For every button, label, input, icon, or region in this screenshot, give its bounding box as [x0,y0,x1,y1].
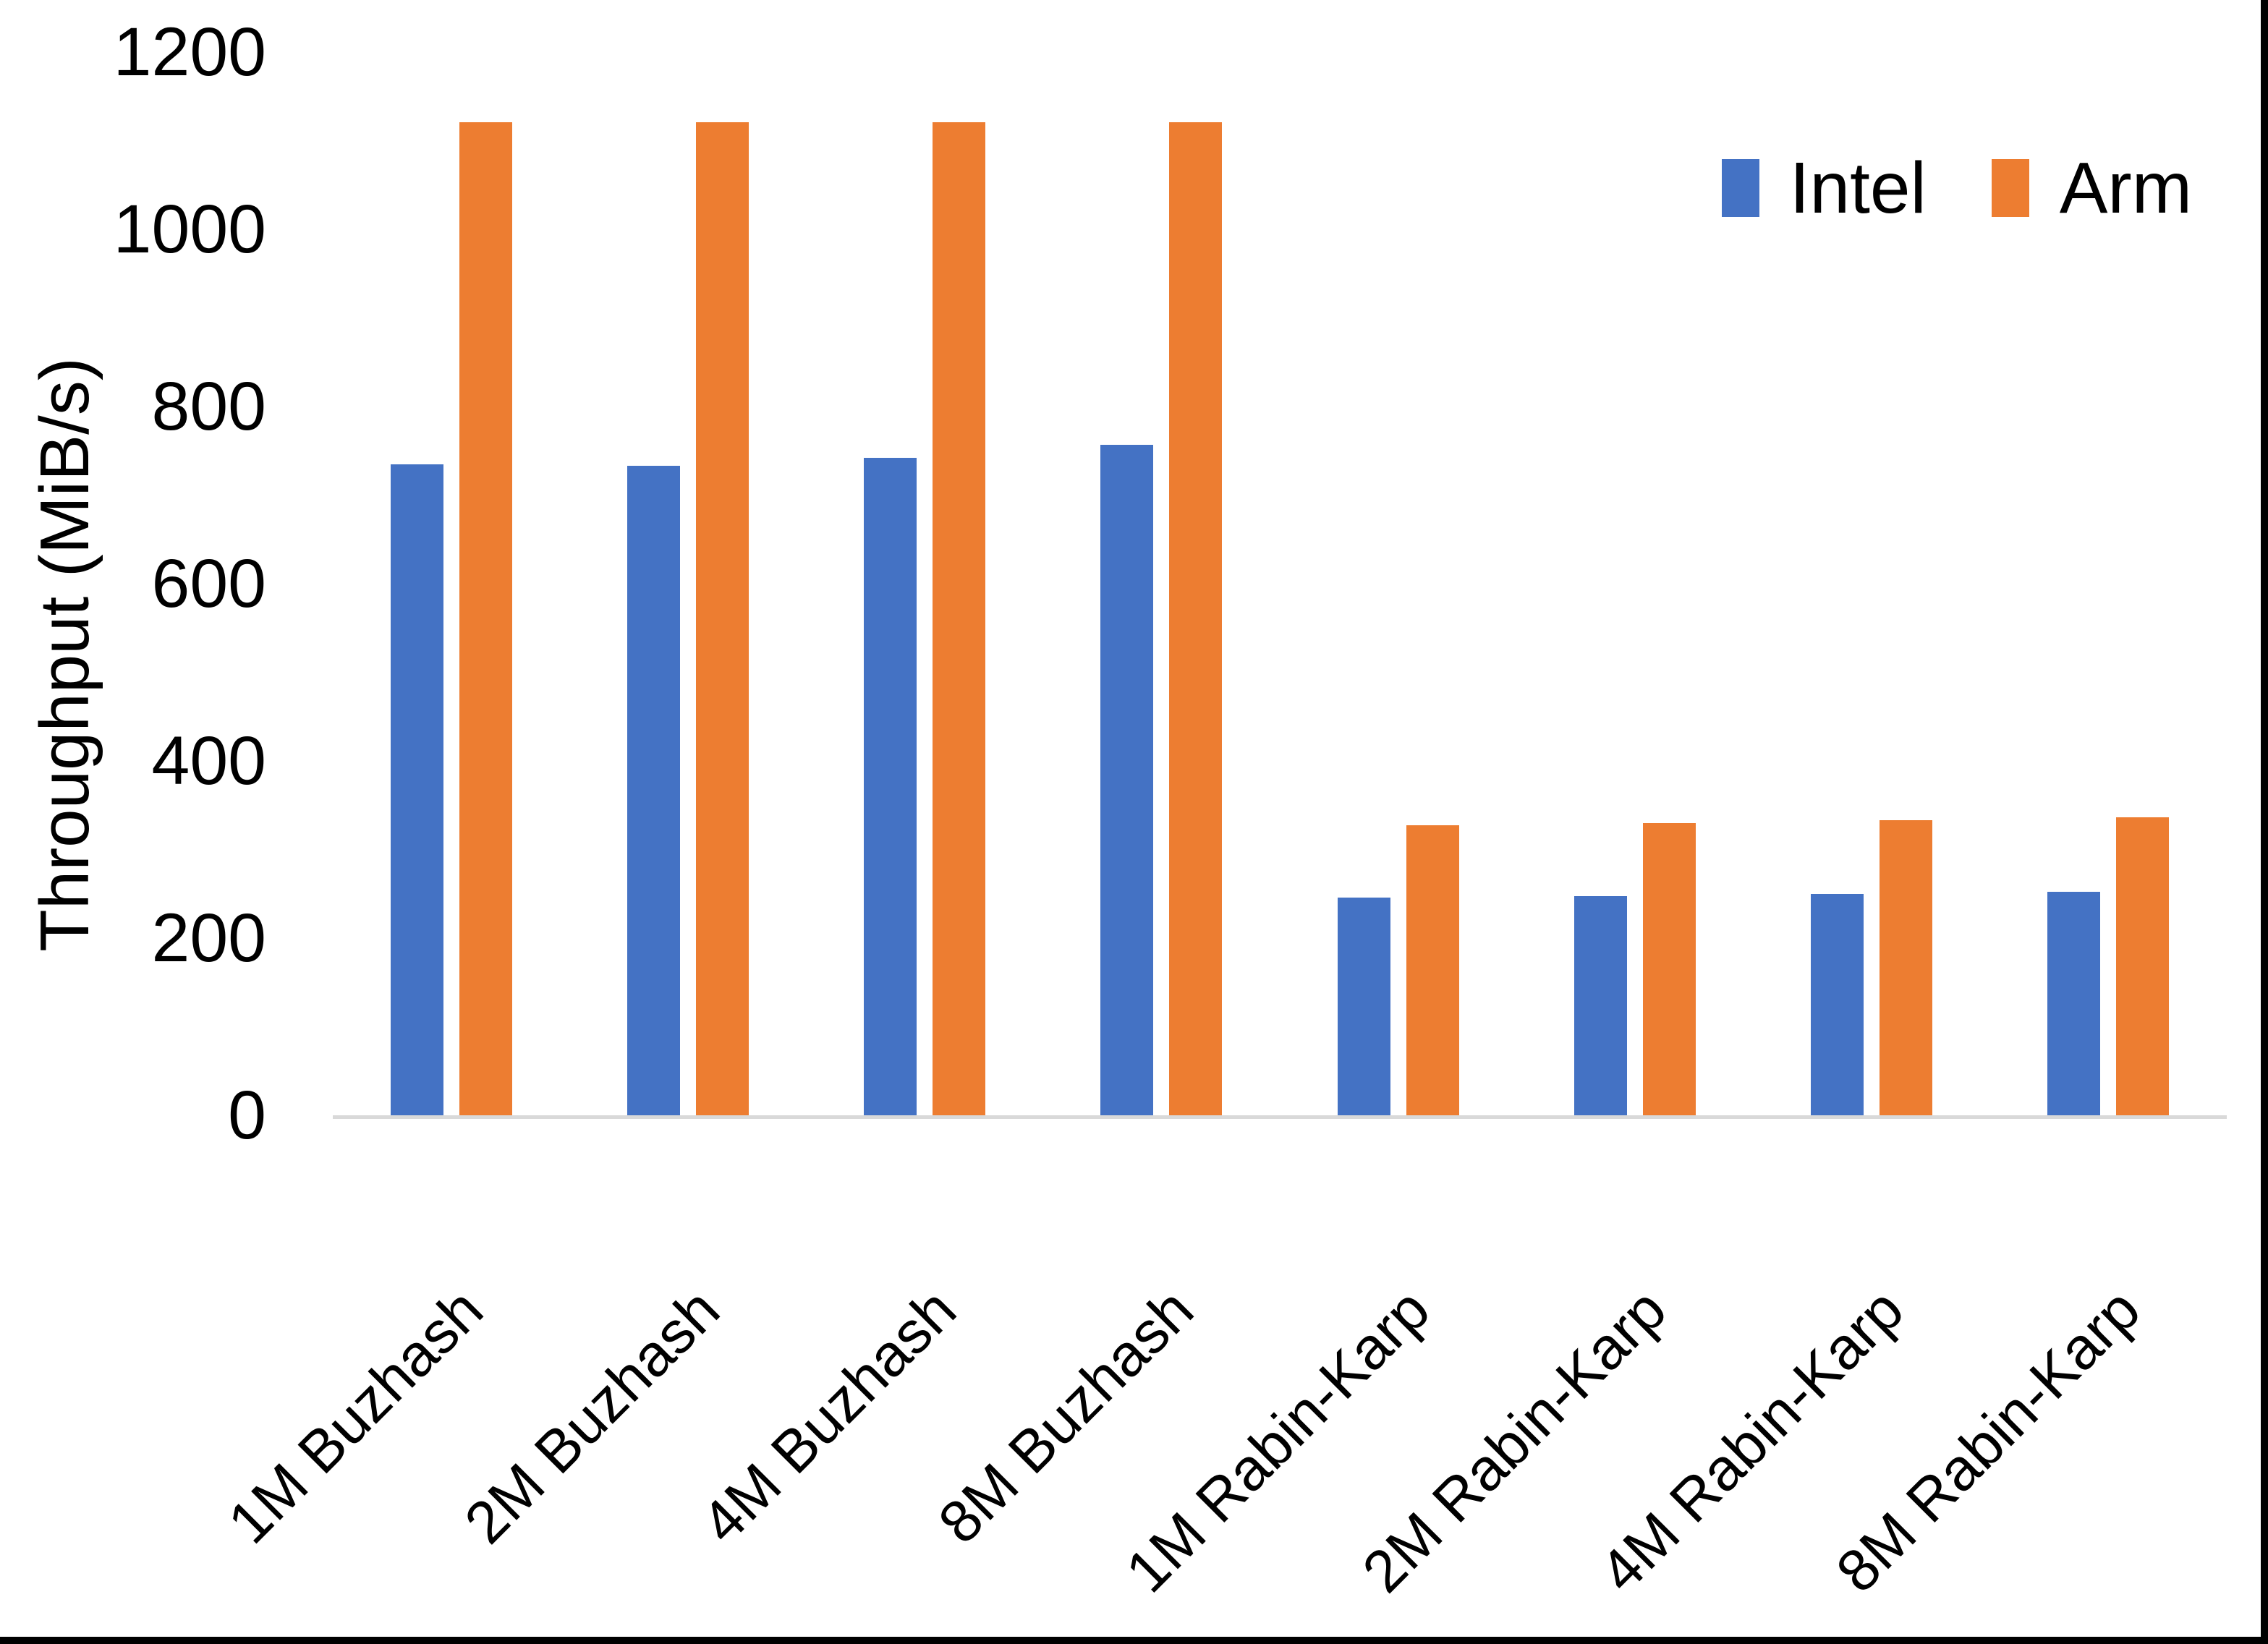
bar-intel-2 [627,466,680,1115]
legend-item-arm: Arm [1991,148,2192,229]
y-tick-label: 0 [228,1077,266,1154]
legend-item-intel: Intel [1721,148,1927,229]
bar-arm-1 [459,122,512,1115]
bar-arm-3 [933,122,985,1115]
arm-series-swatch-icon [1991,159,2029,217]
bar-intel-5 [1338,898,1390,1115]
bar-arm-7 [1880,820,1932,1115]
slide-border-bottom [0,1637,2268,1644]
bar-arm-8 [2116,817,2169,1115]
legend-label-intel: Intel [1789,148,1927,229]
bar-intel-8 [2047,892,2100,1115]
slide-border-right [2261,0,2268,1644]
y-tick-label: 600 [151,545,266,622]
bar-intel-1 [391,464,443,1115]
x-tick-label: 4M Buzhash [689,1276,969,1556]
bar-intel-4 [1100,445,1153,1115]
y-tick-label: 800 [151,368,266,445]
y-tick-label: 1000 [113,191,266,268]
x-tick-label: 2M Buzhash [452,1276,733,1556]
y-tick-label: 400 [151,723,266,799]
intel-series-swatch-icon [1721,159,1759,217]
bar-arm-6 [1643,823,1696,1115]
bar-arm-5 [1406,825,1459,1115]
bar-intel-6 [1574,896,1627,1115]
y-tick-label: 1200 [113,14,266,90]
y-tick-label: 200 [151,900,266,976]
x-tick-label: 1M Buzhash [216,1276,496,1556]
bar-intel-7 [1811,894,1864,1115]
bar-arm-4 [1169,122,1222,1115]
x-axis-line [333,1115,2227,1119]
legend: Intel Arm [1721,148,2192,229]
bar-arm-2 [696,122,749,1115]
bar-intel-3 [864,458,917,1115]
legend-label-arm: Arm [2059,148,2192,229]
